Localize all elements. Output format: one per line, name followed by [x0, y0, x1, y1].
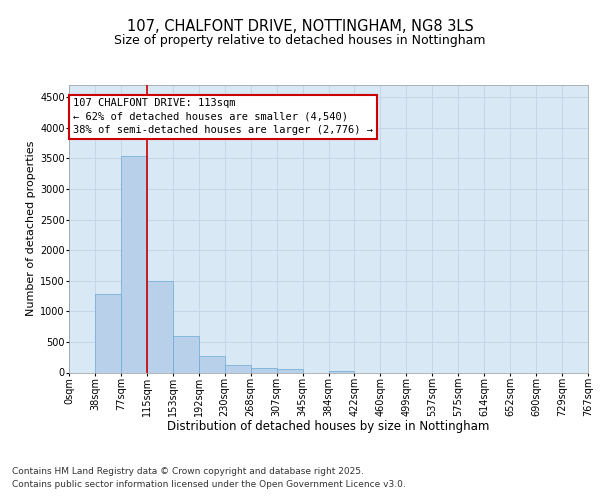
Bar	[251, 368, 277, 372]
Bar	[173, 336, 199, 372]
Bar	[95, 294, 121, 372]
Text: 107, CHALFONT DRIVE, NOTTINGHAM, NG8 3LS: 107, CHALFONT DRIVE, NOTTINGHAM, NG8 3LS	[127, 19, 473, 34]
X-axis label: Distribution of detached houses by size in Nottingham: Distribution of detached houses by size …	[167, 420, 490, 434]
Bar	[121, 156, 147, 372]
Bar	[329, 371, 355, 372]
Y-axis label: Number of detached properties: Number of detached properties	[26, 141, 36, 316]
Text: Size of property relative to detached houses in Nottingham: Size of property relative to detached ho…	[114, 34, 486, 47]
Text: Contains public sector information licensed under the Open Government Licence v3: Contains public sector information licen…	[12, 480, 406, 489]
Bar	[147, 282, 173, 372]
Bar	[277, 369, 302, 372]
Bar	[199, 356, 224, 372]
Bar	[225, 364, 251, 372]
Text: Contains HM Land Registry data © Crown copyright and database right 2025.: Contains HM Land Registry data © Crown c…	[12, 467, 364, 476]
Text: 107 CHALFONT DRIVE: 113sqm
← 62% of detached houses are smaller (4,540)
38% of s: 107 CHALFONT DRIVE: 113sqm ← 62% of deta…	[73, 98, 373, 135]
